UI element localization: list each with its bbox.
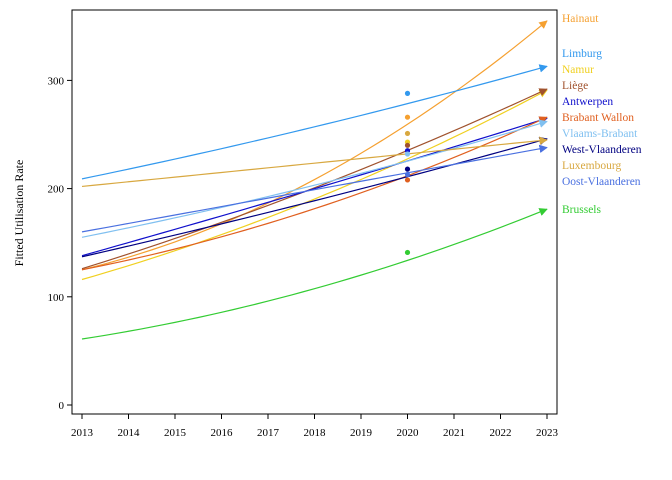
series-line-vlaams-brabant bbox=[81, 119, 548, 238]
data-point-west-vlaanderen bbox=[404, 166, 411, 172]
series-line-antwerpen bbox=[81, 116, 548, 257]
data-point-luxembourg bbox=[404, 130, 411, 137]
series-line-namur bbox=[81, 89, 548, 281]
legend-label-west-vlaanderen: West-Vlaanderen bbox=[562, 144, 642, 156]
x-tick-label: 2017 bbox=[257, 427, 280, 439]
y-axis-title: Fitted Utilisation Rate bbox=[12, 160, 26, 267]
series-line-brabant-wallon bbox=[81, 116, 548, 271]
x-tick-label: 2013 bbox=[71, 427, 94, 439]
legend-label-antwerpen: Antwerpen bbox=[562, 96, 613, 108]
legend-label-brussels: Brussels bbox=[562, 204, 602, 216]
data-point-brussels bbox=[404, 249, 411, 256]
data-point-li-ge bbox=[404, 142, 411, 148]
series-line-limburg bbox=[81, 64, 548, 180]
legend-label-oost-vlaanderen: Oost-Vlaanderen bbox=[562, 176, 641, 188]
x-tick-label: 2020 bbox=[397, 427, 420, 439]
legend-label-luxembourg: Luxembourg bbox=[562, 160, 621, 172]
y-tick-label: 300 bbox=[48, 75, 65, 87]
x-tick-label: 2023 bbox=[536, 427, 559, 439]
series-line-hainaut bbox=[81, 20, 548, 271]
legend-label-brabant-wallon: Brabant Wallon bbox=[562, 112, 634, 124]
x-tick-label: 2022 bbox=[490, 427, 512, 439]
x-tick-label: 2016 bbox=[211, 427, 234, 439]
x-tick-label: 2014 bbox=[118, 427, 141, 439]
legend-label-li-ge: Liège bbox=[562, 80, 588, 92]
y-tick-label: 200 bbox=[48, 184, 65, 196]
legend-label-namur: Namur bbox=[562, 64, 594, 76]
x-tick-label: 2015 bbox=[164, 427, 187, 439]
legend-label-vlaams-brabant: Vlaams-Brabant bbox=[562, 128, 638, 140]
series-line-west-vlaanderen bbox=[81, 136, 548, 258]
data-point-hainaut bbox=[404, 114, 411, 120]
legend-label-limburg: Limburg bbox=[562, 48, 602, 60]
series-line-li-ge bbox=[81, 88, 548, 270]
data-point-brabant-wallon bbox=[404, 177, 411, 183]
data-point-limburg bbox=[404, 90, 411, 96]
x-tick-label: 2018 bbox=[304, 427, 327, 439]
x-tick-label: 2021 bbox=[443, 427, 465, 439]
data-point-vlaams-brabant bbox=[404, 151, 411, 157]
x-tick-label: 2019 bbox=[350, 427, 373, 439]
legend-label-hainaut: Hainaut bbox=[562, 13, 599, 25]
series-line-luxembourg bbox=[81, 136, 548, 188]
data-point-oost-vlaanderen bbox=[404, 171, 411, 178]
series-line-oost-vlaanderen bbox=[81, 144, 548, 233]
y-tick-label: 0 bbox=[59, 400, 65, 412]
y-tick-label: 100 bbox=[48, 292, 65, 304]
series-line-brussels bbox=[81, 208, 548, 340]
